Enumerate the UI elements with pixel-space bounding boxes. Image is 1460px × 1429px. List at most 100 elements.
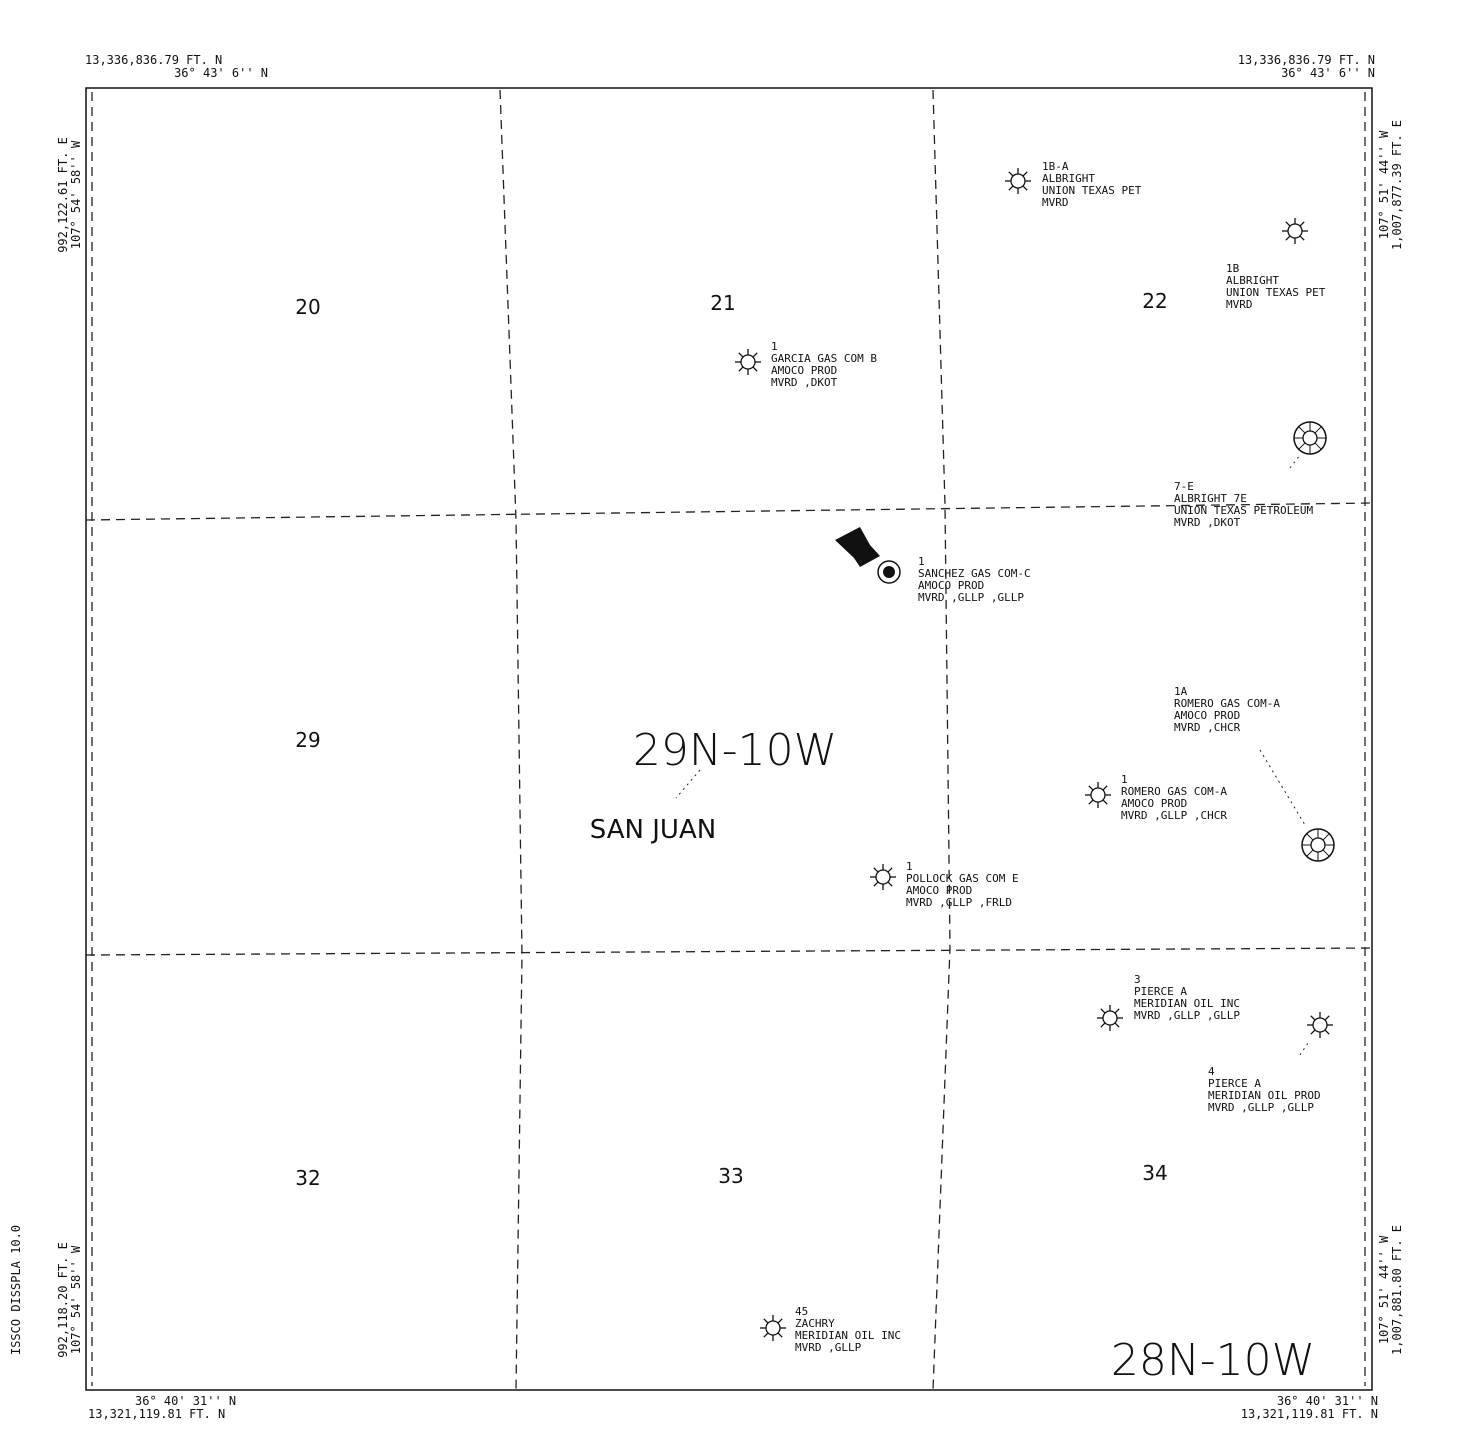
gas-well-ray	[738, 352, 744, 358]
label: MVRD ,GLLP ,GLLP	[1208, 1101, 1314, 1114]
label: MVRD	[1042, 196, 1069, 209]
well-spoke	[1306, 849, 1314, 857]
label: AMOCO PROD	[1174, 709, 1240, 722]
well-spoke	[1306, 833, 1314, 841]
gas-well-ray	[763, 1318, 769, 1324]
gas-well-ray	[1008, 185, 1014, 191]
gas-well-ray	[1299, 235, 1305, 241]
label: 1	[918, 555, 925, 568]
label: 36° 43' 6'' N	[1281, 66, 1375, 80]
label: 1,007,881.80 FT. E	[1390, 1225, 1404, 1355]
label: 1	[1121, 773, 1128, 786]
label: MVRD ,GLLP ,GLLP	[918, 591, 1024, 604]
label: 1B-A	[1042, 160, 1069, 173]
well-spoke	[1314, 426, 1322, 434]
gas-well-ray	[777, 1332, 783, 1338]
gas-well-ray	[1285, 235, 1291, 241]
label: 33	[718, 1164, 743, 1188]
map-content: 13,336,836.79 FT. N36° 43' 6'' N13,336,8…	[9, 53, 1404, 1421]
well-ring	[1302, 430, 1318, 446]
label: ROMERO GAS COM-A	[1174, 697, 1280, 710]
gas-well-ray	[1100, 1022, 1106, 1028]
gas-well-ray	[763, 1332, 769, 1338]
gas-well-ray	[1100, 1008, 1106, 1014]
label: ROMERO GAS COM-A	[1121, 785, 1227, 798]
gas-well-ray	[752, 366, 758, 372]
gas-well-ray	[1285, 221, 1291, 227]
label: MVRD ,GLLP ,FRLD	[906, 896, 1012, 909]
section-line	[85, 502, 1373, 521]
label: 32	[295, 1166, 320, 1190]
label: AMOCO PROD	[771, 364, 837, 377]
target-well	[883, 566, 895, 578]
label: SAN JUAN	[590, 815, 716, 845]
label: PIERCE A	[1134, 985, 1187, 998]
gas-well-ray	[1299, 221, 1305, 227]
gas-well-ray	[1088, 785, 1094, 791]
gas-well	[1287, 223, 1303, 239]
label: 36° 40' 31'' N	[1277, 1394, 1378, 1408]
label: PIERCE A	[1208, 1077, 1261, 1090]
label: 1	[906, 860, 913, 873]
gas-well	[740, 354, 756, 370]
gas-well	[1090, 787, 1106, 803]
label: ALBRIGHT	[1042, 172, 1095, 185]
label: GARCIA GAS COM B	[771, 352, 877, 365]
label: 36° 40' 31'' N	[135, 1394, 236, 1408]
well-ring	[1310, 837, 1326, 853]
gas-well	[765, 1320, 781, 1336]
gas-well	[1102, 1010, 1118, 1026]
label: UNION TEXAS PETROLEUM	[1174, 504, 1313, 517]
gas-well-ray	[1022, 171, 1028, 177]
label: 4	[1208, 1065, 1215, 1078]
label: 107° 54' 58'' W	[69, 140, 83, 249]
label: 20	[295, 295, 320, 319]
label: MVRD ,GLLP	[795, 1341, 862, 1354]
gas-well-ray	[1114, 1022, 1120, 1028]
well-spoke	[1322, 833, 1330, 841]
label: 7-E	[1174, 480, 1194, 493]
well-spoke	[1298, 442, 1306, 450]
gas-well	[1312, 1017, 1328, 1033]
label: 29	[295, 728, 320, 752]
label: 36° 43' 6'' N	[174, 66, 268, 80]
target-well	[877, 560, 901, 584]
label: 13,321,119.81 FT. N	[88, 1407, 225, 1421]
section-line	[499, 89, 523, 1391]
label: 1	[771, 340, 778, 353]
label: MVRD ,DKOT	[771, 376, 838, 389]
label: AMOCO PROD	[918, 579, 984, 592]
gas-well-ray	[887, 867, 893, 873]
arrow	[835, 527, 880, 567]
well-spoke	[1322, 849, 1330, 857]
gas-well-ray	[1310, 1015, 1316, 1021]
inner-border	[91, 92, 1366, 1386]
well-spoke	[1298, 426, 1306, 434]
label: 21	[710, 291, 735, 315]
label: 13,321,119.81 FT. N	[1241, 1407, 1378, 1421]
label: ISSCO DISSPLA 10.0	[9, 1225, 23, 1355]
label: 45	[795, 1305, 808, 1318]
gas-well-ray	[1114, 1008, 1120, 1014]
label: 13,336,836.79 FT. N	[1238, 53, 1375, 67]
section-line	[85, 947, 1373, 956]
gas-well-ray	[873, 881, 879, 887]
label: MVRD ,DKOT	[1174, 516, 1241, 529]
gas-well-ray	[777, 1318, 783, 1324]
label: MERIDIAN OIL INC	[1134, 997, 1240, 1010]
well-spoke	[1314, 442, 1322, 450]
label: 13,336,836.79 FT. N	[85, 53, 222, 67]
label: UNION TEXAS PET	[1226, 286, 1326, 299]
gas-well-ray	[1088, 799, 1094, 805]
label: 34	[1142, 1161, 1167, 1185]
gas-well	[875, 869, 891, 885]
label: MVRD ,CHCR	[1174, 721, 1241, 734]
gas-well-ray	[752, 352, 758, 358]
map-frame	[85, 87, 1373, 1391]
gas-well-ray	[873, 867, 879, 873]
label: 1B	[1226, 262, 1240, 275]
label: 1,007,877.39 FT. E	[1390, 120, 1404, 250]
label: 28N-10W	[1111, 1335, 1315, 1386]
gas-well-ray	[1102, 799, 1108, 805]
